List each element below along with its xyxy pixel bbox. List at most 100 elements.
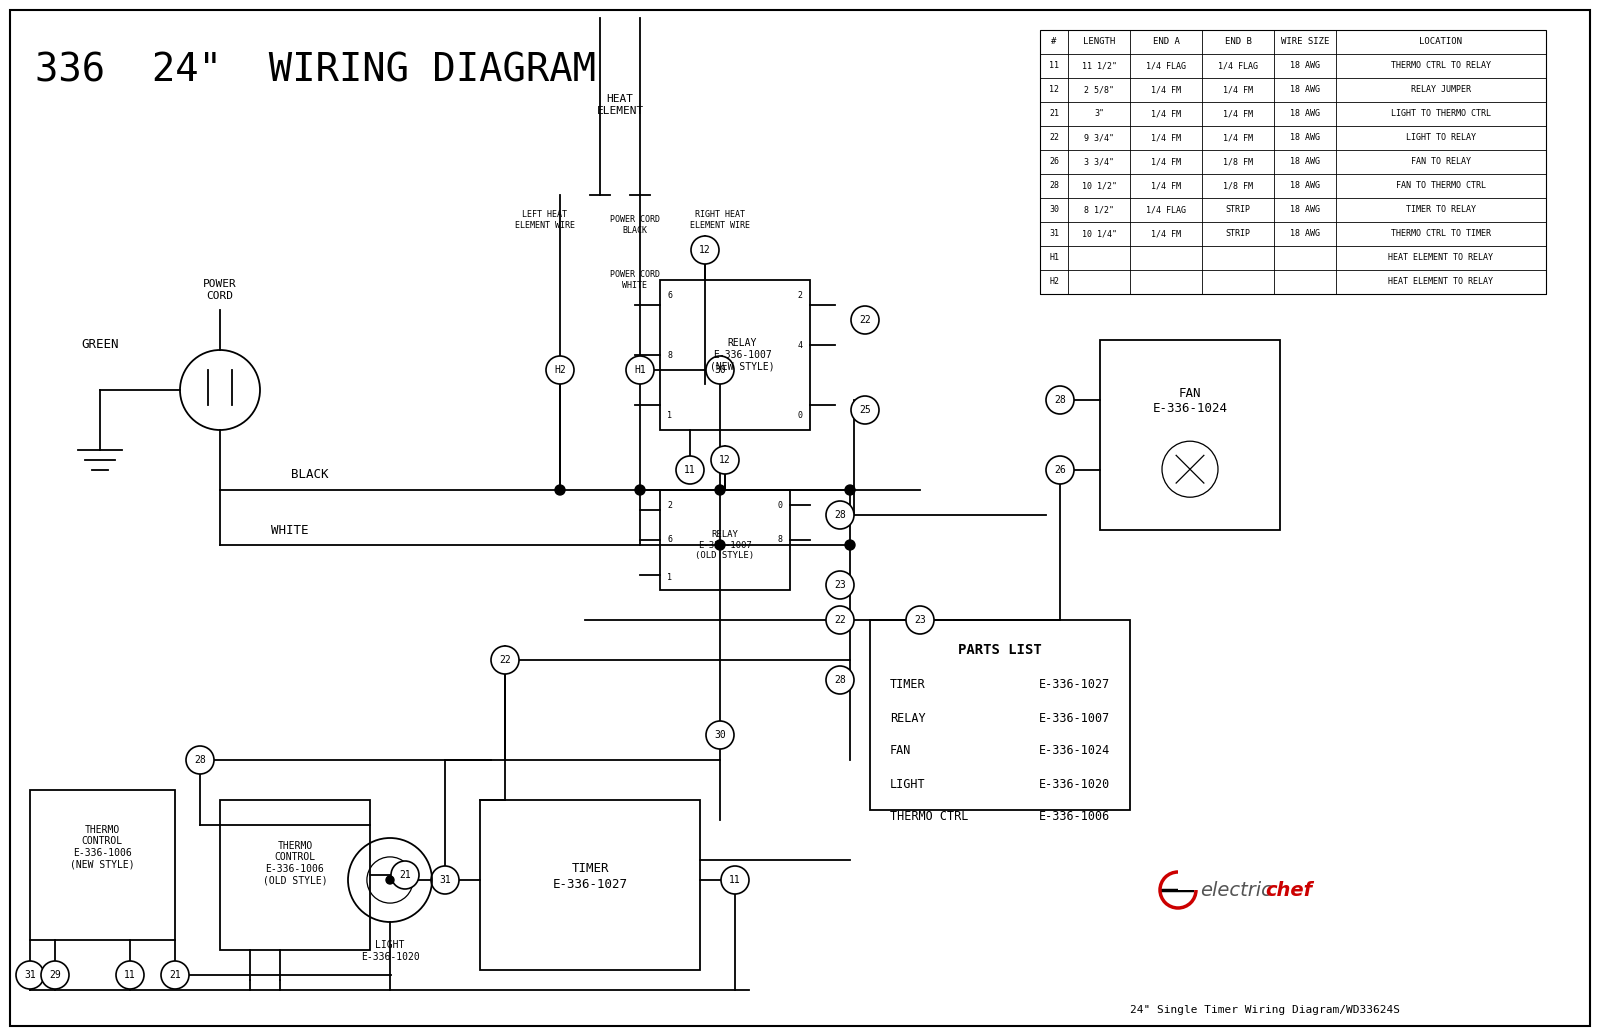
Text: 18 AWG: 18 AWG <box>1290 157 1320 167</box>
Text: STRIP: STRIP <box>1226 230 1251 238</box>
Text: LENGTH: LENGTH <box>1083 37 1115 47</box>
Text: H1: H1 <box>634 365 646 375</box>
Text: 2: 2 <box>797 290 803 299</box>
Text: THERMO
CONTROL
E-336-1006
(NEW STYLE): THERMO CONTROL E-336-1006 (NEW STYLE) <box>70 825 134 869</box>
Text: RELAY
E-336-1007
(NEW STYLE): RELAY E-336-1007 (NEW STYLE) <box>710 339 774 372</box>
Circle shape <box>635 485 645 495</box>
Text: 26: 26 <box>1054 465 1066 474</box>
Circle shape <box>691 236 718 264</box>
Text: LIGHT: LIGHT <box>890 777 926 790</box>
Text: HEAT ELEMENT TO RELAY: HEAT ELEMENT TO RELAY <box>1389 278 1493 287</box>
Text: POWER CORD
WHITE: POWER CORD WHITE <box>610 270 661 290</box>
Text: TIMER TO RELAY: TIMER TO RELAY <box>1406 205 1475 214</box>
Circle shape <box>390 861 419 889</box>
Text: FAN TO RELAY: FAN TO RELAY <box>1411 157 1470 167</box>
Bar <box>30 790 174 940</box>
Text: 8 1/2": 8 1/2" <box>1085 205 1114 214</box>
Text: 1: 1 <box>667 410 672 420</box>
Text: THERMO CTRL TO TIMER: THERMO CTRL TO TIMER <box>1390 230 1491 238</box>
Text: 3": 3" <box>1094 110 1104 118</box>
Text: 1: 1 <box>667 574 672 582</box>
Text: 23: 23 <box>914 615 926 625</box>
Text: 9 3/4": 9 3/4" <box>1085 134 1114 143</box>
Text: 31: 31 <box>24 970 35 980</box>
Circle shape <box>826 571 854 599</box>
Circle shape <box>906 606 934 634</box>
Text: 22: 22 <box>834 615 846 625</box>
Circle shape <box>845 485 854 495</box>
Text: 11 1/2": 11 1/2" <box>1082 61 1117 70</box>
Text: POWER
CORD: POWER CORD <box>203 279 237 300</box>
Text: 336  24"  WIRING DIAGRAM: 336 24" WIRING DIAGRAM <box>35 51 595 89</box>
Text: H2: H2 <box>1050 278 1059 287</box>
Text: E-336-1027: E-336-1027 <box>1038 679 1110 691</box>
Text: 1/4 FM: 1/4 FM <box>1150 157 1181 167</box>
Text: 31: 31 <box>1050 230 1059 238</box>
Circle shape <box>826 606 854 634</box>
Text: 26: 26 <box>1050 157 1059 167</box>
Text: 0: 0 <box>778 500 782 510</box>
Text: 8: 8 <box>778 536 782 545</box>
Text: THERMO
CONTROL
E-336-1006
(OLD STYLE): THERMO CONTROL E-336-1006 (OLD STYLE) <box>262 840 328 886</box>
Text: LEFT HEAT
ELEMENT WIRE: LEFT HEAT ELEMENT WIRE <box>515 210 574 230</box>
Text: WIRE SIZE: WIRE SIZE <box>1282 37 1330 47</box>
Circle shape <box>715 540 725 550</box>
Text: 10 1/4": 10 1/4" <box>1082 230 1117 238</box>
Text: 28: 28 <box>194 755 206 765</box>
Text: 8: 8 <box>667 350 672 359</box>
Circle shape <box>851 306 878 334</box>
Text: 18 AWG: 18 AWG <box>1290 134 1320 143</box>
Circle shape <box>42 961 69 989</box>
Text: 11: 11 <box>685 465 696 474</box>
Text: TIMER
E-336-1027: TIMER E-336-1027 <box>552 863 627 891</box>
Circle shape <box>706 721 734 749</box>
Text: electric: electric <box>1200 881 1272 899</box>
Text: 1/8 FM: 1/8 FM <box>1222 157 1253 167</box>
Text: H1: H1 <box>1050 254 1059 262</box>
Circle shape <box>1046 386 1074 414</box>
Circle shape <box>845 540 854 550</box>
Bar <box>480 800 701 970</box>
Text: POWER CORD
BLACK: POWER CORD BLACK <box>610 215 661 235</box>
Text: 1/4 FM: 1/4 FM <box>1150 86 1181 94</box>
Circle shape <box>386 876 394 884</box>
Text: 1/4 FM: 1/4 FM <box>1150 110 1181 118</box>
Text: 29: 29 <box>50 970 61 980</box>
Bar <box>221 800 370 950</box>
Text: 6: 6 <box>667 536 672 545</box>
Text: 30: 30 <box>1050 205 1059 214</box>
Circle shape <box>626 356 654 384</box>
Circle shape <box>1046 456 1074 484</box>
Text: TIMER: TIMER <box>890 679 926 691</box>
Bar <box>1101 340 1280 530</box>
Text: PARTS LIST: PARTS LIST <box>958 643 1042 657</box>
Text: 22: 22 <box>1050 134 1059 143</box>
Circle shape <box>715 485 725 495</box>
Text: 18 AWG: 18 AWG <box>1290 110 1320 118</box>
Circle shape <box>706 356 734 384</box>
Circle shape <box>826 666 854 694</box>
Text: 28: 28 <box>834 510 846 520</box>
Text: 11: 11 <box>125 970 136 980</box>
Bar <box>1178 870 1198 890</box>
Circle shape <box>555 485 565 495</box>
Text: END A: END A <box>1152 37 1179 47</box>
Text: 0: 0 <box>797 410 803 420</box>
Text: FAN TO THERMO CTRL: FAN TO THERMO CTRL <box>1395 181 1486 191</box>
Text: HEAT ELEMENT TO RELAY: HEAT ELEMENT TO RELAY <box>1389 254 1493 262</box>
Circle shape <box>115 961 144 989</box>
Text: 30: 30 <box>714 365 726 375</box>
Circle shape <box>430 866 459 894</box>
Circle shape <box>546 356 574 384</box>
Text: 23: 23 <box>834 580 846 589</box>
Text: 12: 12 <box>699 244 710 255</box>
Text: 18 AWG: 18 AWG <box>1290 86 1320 94</box>
Text: 21: 21 <box>1050 110 1059 118</box>
Text: THERMO CTRL: THERMO CTRL <box>890 810 968 824</box>
Text: WHITE: WHITE <box>272 523 309 537</box>
Text: RELAY: RELAY <box>890 712 926 724</box>
Text: 11: 11 <box>730 875 741 885</box>
Text: E-336-1024: E-336-1024 <box>1038 745 1110 757</box>
Text: 21: 21 <box>170 970 181 980</box>
Circle shape <box>722 866 749 894</box>
